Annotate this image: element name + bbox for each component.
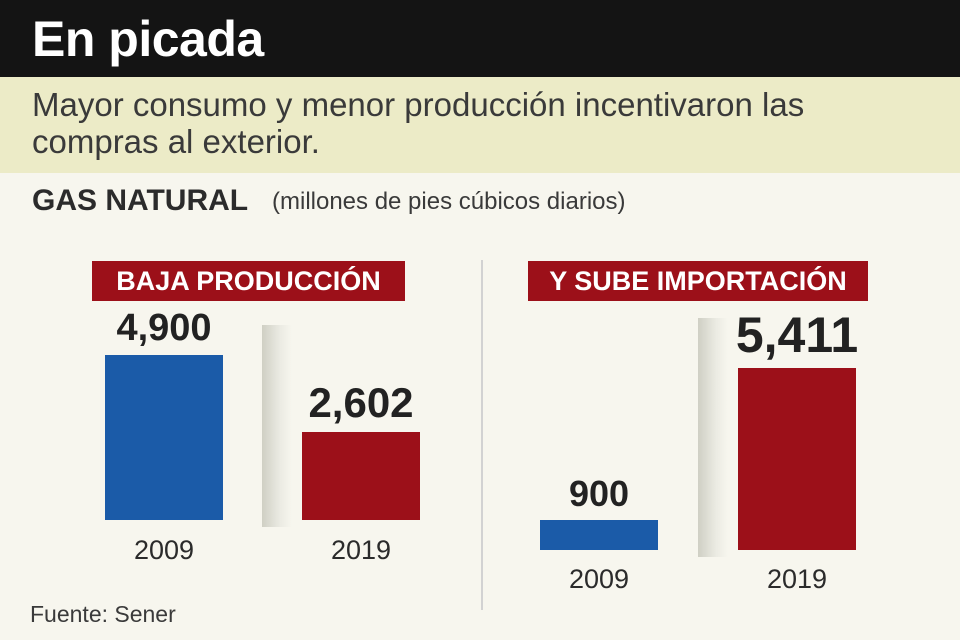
section-label: GAS NATURAL [32, 184, 249, 217]
page-title: En picada [32, 11, 264, 67]
panel-divider [481, 260, 483, 610]
bar-value-label: 5,411 [735, 307, 859, 363]
bar-2019 [302, 432, 420, 520]
x-tick-label: 2019 [330, 535, 392, 565]
bar-2009 [105, 355, 223, 520]
panel-title-importacion: Y SUBE IMPORTACIÓN [528, 261, 868, 301]
bar-shadow [262, 325, 292, 527]
page-subtitle: Mayor consumo y menor producción incenti… [32, 86, 805, 160]
x-tick-label: 2019 [766, 564, 828, 594]
source-note: Fuente: Sener [30, 601, 176, 627]
bar-value-label: 900 [568, 473, 630, 514]
bar-value-label: 4,900 [116, 307, 212, 349]
bar-value-label: 2,602 [308, 379, 414, 426]
header-bar [0, 0, 960, 77]
subtitle-band [0, 77, 960, 173]
bar-shadow [698, 318, 728, 557]
x-tick-label: 2009 [568, 564, 630, 594]
bar-2009 [540, 520, 658, 550]
x-tick-label: 2009 [133, 535, 195, 565]
units-label: (millones de pies cúbicos diarios) [272, 188, 626, 215]
bar-2019 [738, 368, 856, 550]
panel-title-produccion: BAJA PRODUCCIÓN [92, 261, 405, 301]
